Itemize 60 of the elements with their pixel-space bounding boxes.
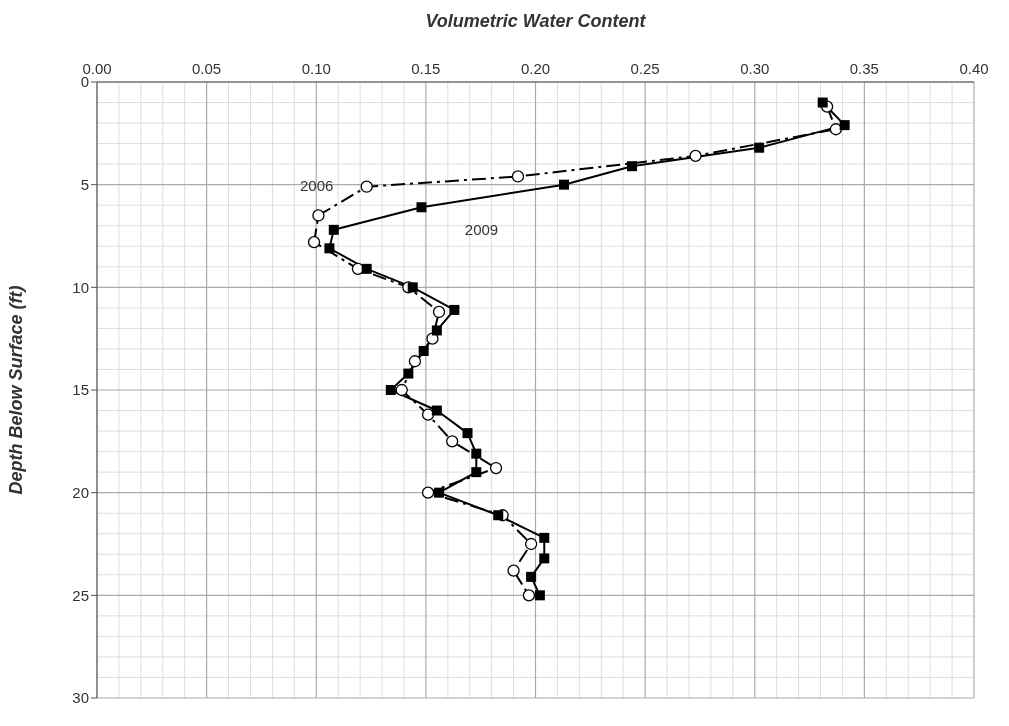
point: [462, 428, 473, 439]
point: [526, 571, 537, 582]
series-label: 2006: [299, 176, 334, 194]
point: [312, 209, 325, 222]
point: [539, 532, 550, 543]
x-tick-label: 0.30: [740, 60, 770, 77]
point: [839, 120, 850, 131]
point: [489, 461, 503, 475]
point: [471, 448, 482, 459]
point: [421, 408, 435, 421]
point: [446, 435, 459, 448]
series-label: 2009: [464, 221, 499, 239]
point: [416, 202, 427, 213]
y-tick-label: 25: [72, 586, 89, 604]
point: [434, 487, 445, 498]
point: [432, 305, 446, 319]
point: [324, 243, 335, 254]
x-axis-title: Volumetric Water Content: [425, 10, 647, 31]
point: [493, 510, 504, 521]
point: [431, 325, 442, 336]
point: [689, 149, 702, 163]
point: [395, 383, 408, 397]
point: [403, 368, 414, 379]
x-tick-label: 0.35: [849, 60, 879, 77]
point: [426, 332, 439, 345]
y-tick-label: 10: [72, 278, 89, 296]
point: [626, 161, 637, 172]
point: [385, 385, 396, 395]
point: [418, 345, 429, 356]
point: [539, 553, 550, 564]
x-tick-label: 0.25: [630, 60, 660, 77]
y-tick-label: 15: [72, 381, 89, 399]
x-tick-label: 0.40: [959, 60, 989, 77]
point: [361, 263, 372, 274]
point: [407, 282, 418, 293]
y-tick-label: 20: [72, 483, 89, 501]
point: [829, 123, 843, 136]
x-tick-label: 0.05: [192, 60, 222, 77]
point: [421, 486, 435, 499]
point: [408, 355, 422, 368]
point: [817, 97, 828, 108]
point: [522, 589, 536, 602]
y-tick-label: 30: [72, 689, 89, 707]
y-axis-title: Depth Below Surface (ft): [6, 285, 27, 495]
point: [754, 142, 765, 153]
point: [307, 236, 321, 249]
point: [328, 224, 339, 235]
y-tick-label: 5: [80, 175, 89, 193]
point: [534, 590, 545, 601]
point: [431, 405, 442, 416]
point: [471, 467, 482, 478]
x-tick-label: 0.15: [411, 60, 441, 77]
point: [449, 304, 460, 315]
point: [559, 179, 569, 190]
point: [524, 537, 538, 551]
x-tick-label: 0.20: [520, 60, 551, 77]
x-tick-label: 0.10: [301, 60, 331, 77]
point: [511, 170, 525, 183]
point: [360, 180, 373, 193]
point: [507, 564, 520, 577]
